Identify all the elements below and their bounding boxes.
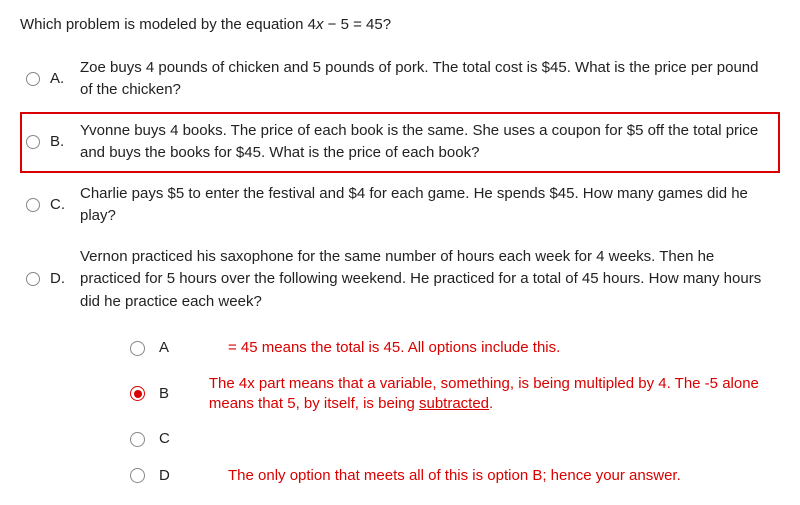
question-stem: Which problem is modeled by the equation… xyxy=(20,14,780,37)
option-row[interactable]: D. Vernon practiced his saxophone for the… xyxy=(20,238,780,322)
answer-row: B The 4x part means that a variable, some… xyxy=(130,374,780,415)
answer-letter: D xyxy=(159,465,170,488)
answer-choice[interactable]: B xyxy=(130,383,171,406)
radio-icon[interactable] xyxy=(130,341,145,356)
stem-var: x xyxy=(316,16,324,33)
option-text: Yvonne buys 4 books. The price of each b… xyxy=(80,120,774,165)
answer-row: A = 45 means the total is 45. All options… xyxy=(130,337,780,360)
answer-explain: The only option that meets all of this i… xyxy=(228,466,780,486)
option-letter: B. xyxy=(50,131,70,154)
radio-icon[interactable] xyxy=(26,272,40,286)
radio-icon[interactable] xyxy=(26,135,40,149)
answer-letter: C xyxy=(159,428,170,451)
radio-icon[interactable] xyxy=(130,468,145,483)
answer-choice[interactable]: A xyxy=(130,337,190,360)
answer-choice[interactable]: C xyxy=(130,428,190,451)
answer-explain: = 45 means the total is 45. All options … xyxy=(228,338,780,358)
options-block: A. Zoe buys 4 pounds of chicken and 5 pou… xyxy=(20,49,780,322)
radio-icon[interactable] xyxy=(130,386,145,401)
answer-letter: B xyxy=(159,383,169,406)
stem-text-2: − 5 = 45? xyxy=(324,16,392,33)
option-row[interactable]: A. Zoe buys 4 pounds of chicken and 5 pou… xyxy=(20,49,780,110)
option-letter: C. xyxy=(50,194,70,217)
option-text: Vernon practiced his saxophone for the s… xyxy=(80,246,774,314)
answer-choice[interactable]: D xyxy=(130,465,190,488)
radio-icon[interactable] xyxy=(26,72,40,86)
option-text: Zoe buys 4 pounds of chicken and 5 pound… xyxy=(80,57,774,102)
option-text: Charlie pays $5 to enter the festival an… xyxy=(80,183,774,228)
radio-icon[interactable] xyxy=(130,432,145,447)
option-letter: D. xyxy=(50,268,70,291)
radio-icon[interactable] xyxy=(26,198,40,212)
option-row[interactable]: C. Charlie pays $5 to enter the festival … xyxy=(20,175,780,236)
answer-block: A = 45 means the total is 45. All options… xyxy=(130,337,780,487)
answer-row: C xyxy=(130,428,780,451)
option-letter: A. xyxy=(50,68,70,91)
answer-letter: A xyxy=(159,337,169,360)
option-row[interactable]: B. Yvonne buys 4 books. The price of each… xyxy=(20,112,780,173)
answer-explain: The 4x part means that a variable, somet… xyxy=(209,374,780,415)
answer-row: D The only option that meets all of this … xyxy=(130,465,780,488)
stem-text-1: Which problem is modeled by the equation… xyxy=(20,16,316,33)
